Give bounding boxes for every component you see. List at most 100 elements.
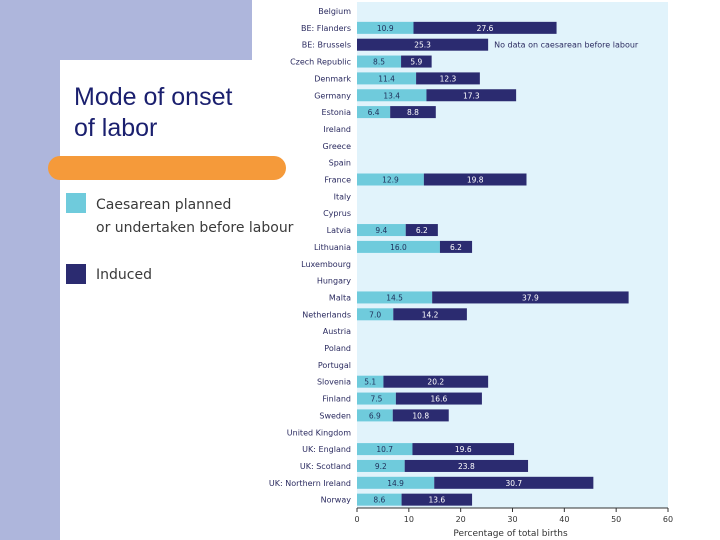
data-label: 8.5: [373, 58, 385, 67]
category-label: Portugal: [318, 361, 351, 370]
data-label: 9.2: [375, 462, 387, 471]
category-label: UK: Scotland: [300, 462, 351, 471]
data-label: 25.3: [414, 41, 431, 50]
data-label: 9.4: [375, 226, 387, 235]
category-label: Greece: [323, 142, 352, 151]
category-label: Spain: [329, 159, 351, 168]
category-label: Slovenia: [317, 378, 351, 387]
bar-induced: [426, 89, 517, 102]
category-label: Poland: [324, 344, 351, 353]
bar-induced: [439, 240, 473, 253]
data-label: 30.7: [505, 479, 522, 488]
bar-planned: [357, 308, 394, 321]
bar-planned: [357, 476, 435, 489]
data-label: 6.9: [369, 411, 381, 420]
data-label: 8.8: [407, 108, 419, 117]
x-tick-label: 0: [354, 515, 359, 524]
data-label: 17.3: [463, 91, 480, 100]
data-label: 6.2: [450, 243, 462, 252]
data-label: 7.5: [370, 395, 382, 404]
legend-swatch-planned: [66, 193, 86, 213]
category-label: Hungary: [317, 277, 351, 286]
category-label: Sweden: [319, 411, 351, 420]
bar-planned: [357, 443, 413, 456]
bar-induced: [423, 173, 527, 186]
category-label: Germany: [314, 91, 351, 100]
bar-induced: [404, 459, 529, 472]
bar-induced: [357, 38, 489, 51]
data-label: 10.9: [377, 24, 394, 33]
category-label: Denmark: [314, 74, 351, 83]
left-decor-band: [0, 0, 60, 540]
bar-planned: [357, 106, 391, 119]
bar-induced: [393, 308, 467, 321]
category-label: Estonia: [322, 108, 352, 117]
category-label: Ireland: [323, 125, 351, 134]
top-decor-band: [60, 0, 252, 60]
data-label: 19.8: [467, 176, 484, 185]
category-label: UK: England: [302, 445, 351, 454]
x-tick-label: 30: [507, 515, 517, 524]
data-label: 13.6: [428, 496, 445, 505]
category-label: Latvia: [327, 226, 351, 235]
bar-induced: [412, 443, 515, 456]
bar-induced: [401, 55, 432, 68]
x-tick-label: 20: [456, 515, 466, 524]
legend-swatch-induced: [66, 264, 86, 284]
data-label: 27.6: [477, 24, 494, 33]
legend-label-induced: Induced: [96, 267, 152, 283]
category-label: Italy: [334, 192, 352, 201]
data-label: 19.6: [455, 445, 472, 454]
bar-induced: [401, 493, 473, 506]
category-label: France: [324, 176, 351, 185]
bar-induced: [392, 409, 449, 422]
data-label: 14.5: [386, 293, 403, 302]
bar-planned: [357, 375, 384, 388]
data-label: 12.3: [440, 74, 457, 83]
bar-planned: [357, 291, 433, 304]
data-label: 8.6: [373, 496, 385, 505]
x-axis-label: Percentage of total births: [453, 529, 568, 539]
data-label: 14.9: [387, 479, 404, 488]
category-label: Lithuania: [314, 243, 351, 252]
bar-planned: [357, 72, 417, 85]
bar-planned: [357, 240, 440, 253]
data-label: 10.8: [412, 411, 429, 420]
bar-induced: [405, 224, 438, 237]
category-label: BE: Flanders: [301, 24, 351, 33]
bar-planned: [357, 55, 402, 68]
category-label: Luxembourg: [301, 260, 351, 269]
category-label: Malta: [329, 293, 351, 302]
bar-annotation: No data on caesarean before labour: [494, 41, 639, 50]
category-label: UK: Northern Ireland: [269, 479, 351, 488]
data-label: 11.4: [378, 74, 395, 83]
bar-planned: [357, 392, 396, 405]
bar-planned: [357, 409, 393, 422]
data-label: 5.1: [364, 378, 376, 387]
bar-induced: [395, 392, 482, 405]
bar-planned: [357, 21, 414, 34]
category-label: Cyprus: [323, 209, 351, 218]
x-tick-label: 60: [663, 515, 673, 524]
data-label: 23.8: [458, 462, 475, 471]
bar-planned: [357, 493, 402, 506]
data-label: 12.9: [382, 176, 399, 185]
category-label: Austria: [323, 327, 351, 336]
data-label: 5.9: [410, 58, 422, 67]
data-label: 16.6: [431, 395, 448, 404]
legend-label-planned: Caesarean planned or undertaken before l…: [96, 197, 294, 236]
x-tick-label: 10: [404, 515, 414, 524]
category-label: United Kingdom: [287, 428, 351, 437]
category-label: Finland: [322, 395, 351, 404]
orange-accent-bar: [60, 156, 286, 180]
bar-induced: [383, 375, 489, 388]
category-label: Norway: [321, 496, 352, 505]
data-label: 6.4: [368, 108, 380, 117]
x-tick-label: 40: [559, 515, 569, 524]
data-label: 37.9: [522, 293, 539, 302]
category-label: Belgium: [318, 7, 351, 16]
x-tick-label: 50: [611, 515, 621, 524]
data-label: 16.0: [390, 243, 407, 252]
slide-title: Mode of onset of labor: [74, 83, 233, 142]
